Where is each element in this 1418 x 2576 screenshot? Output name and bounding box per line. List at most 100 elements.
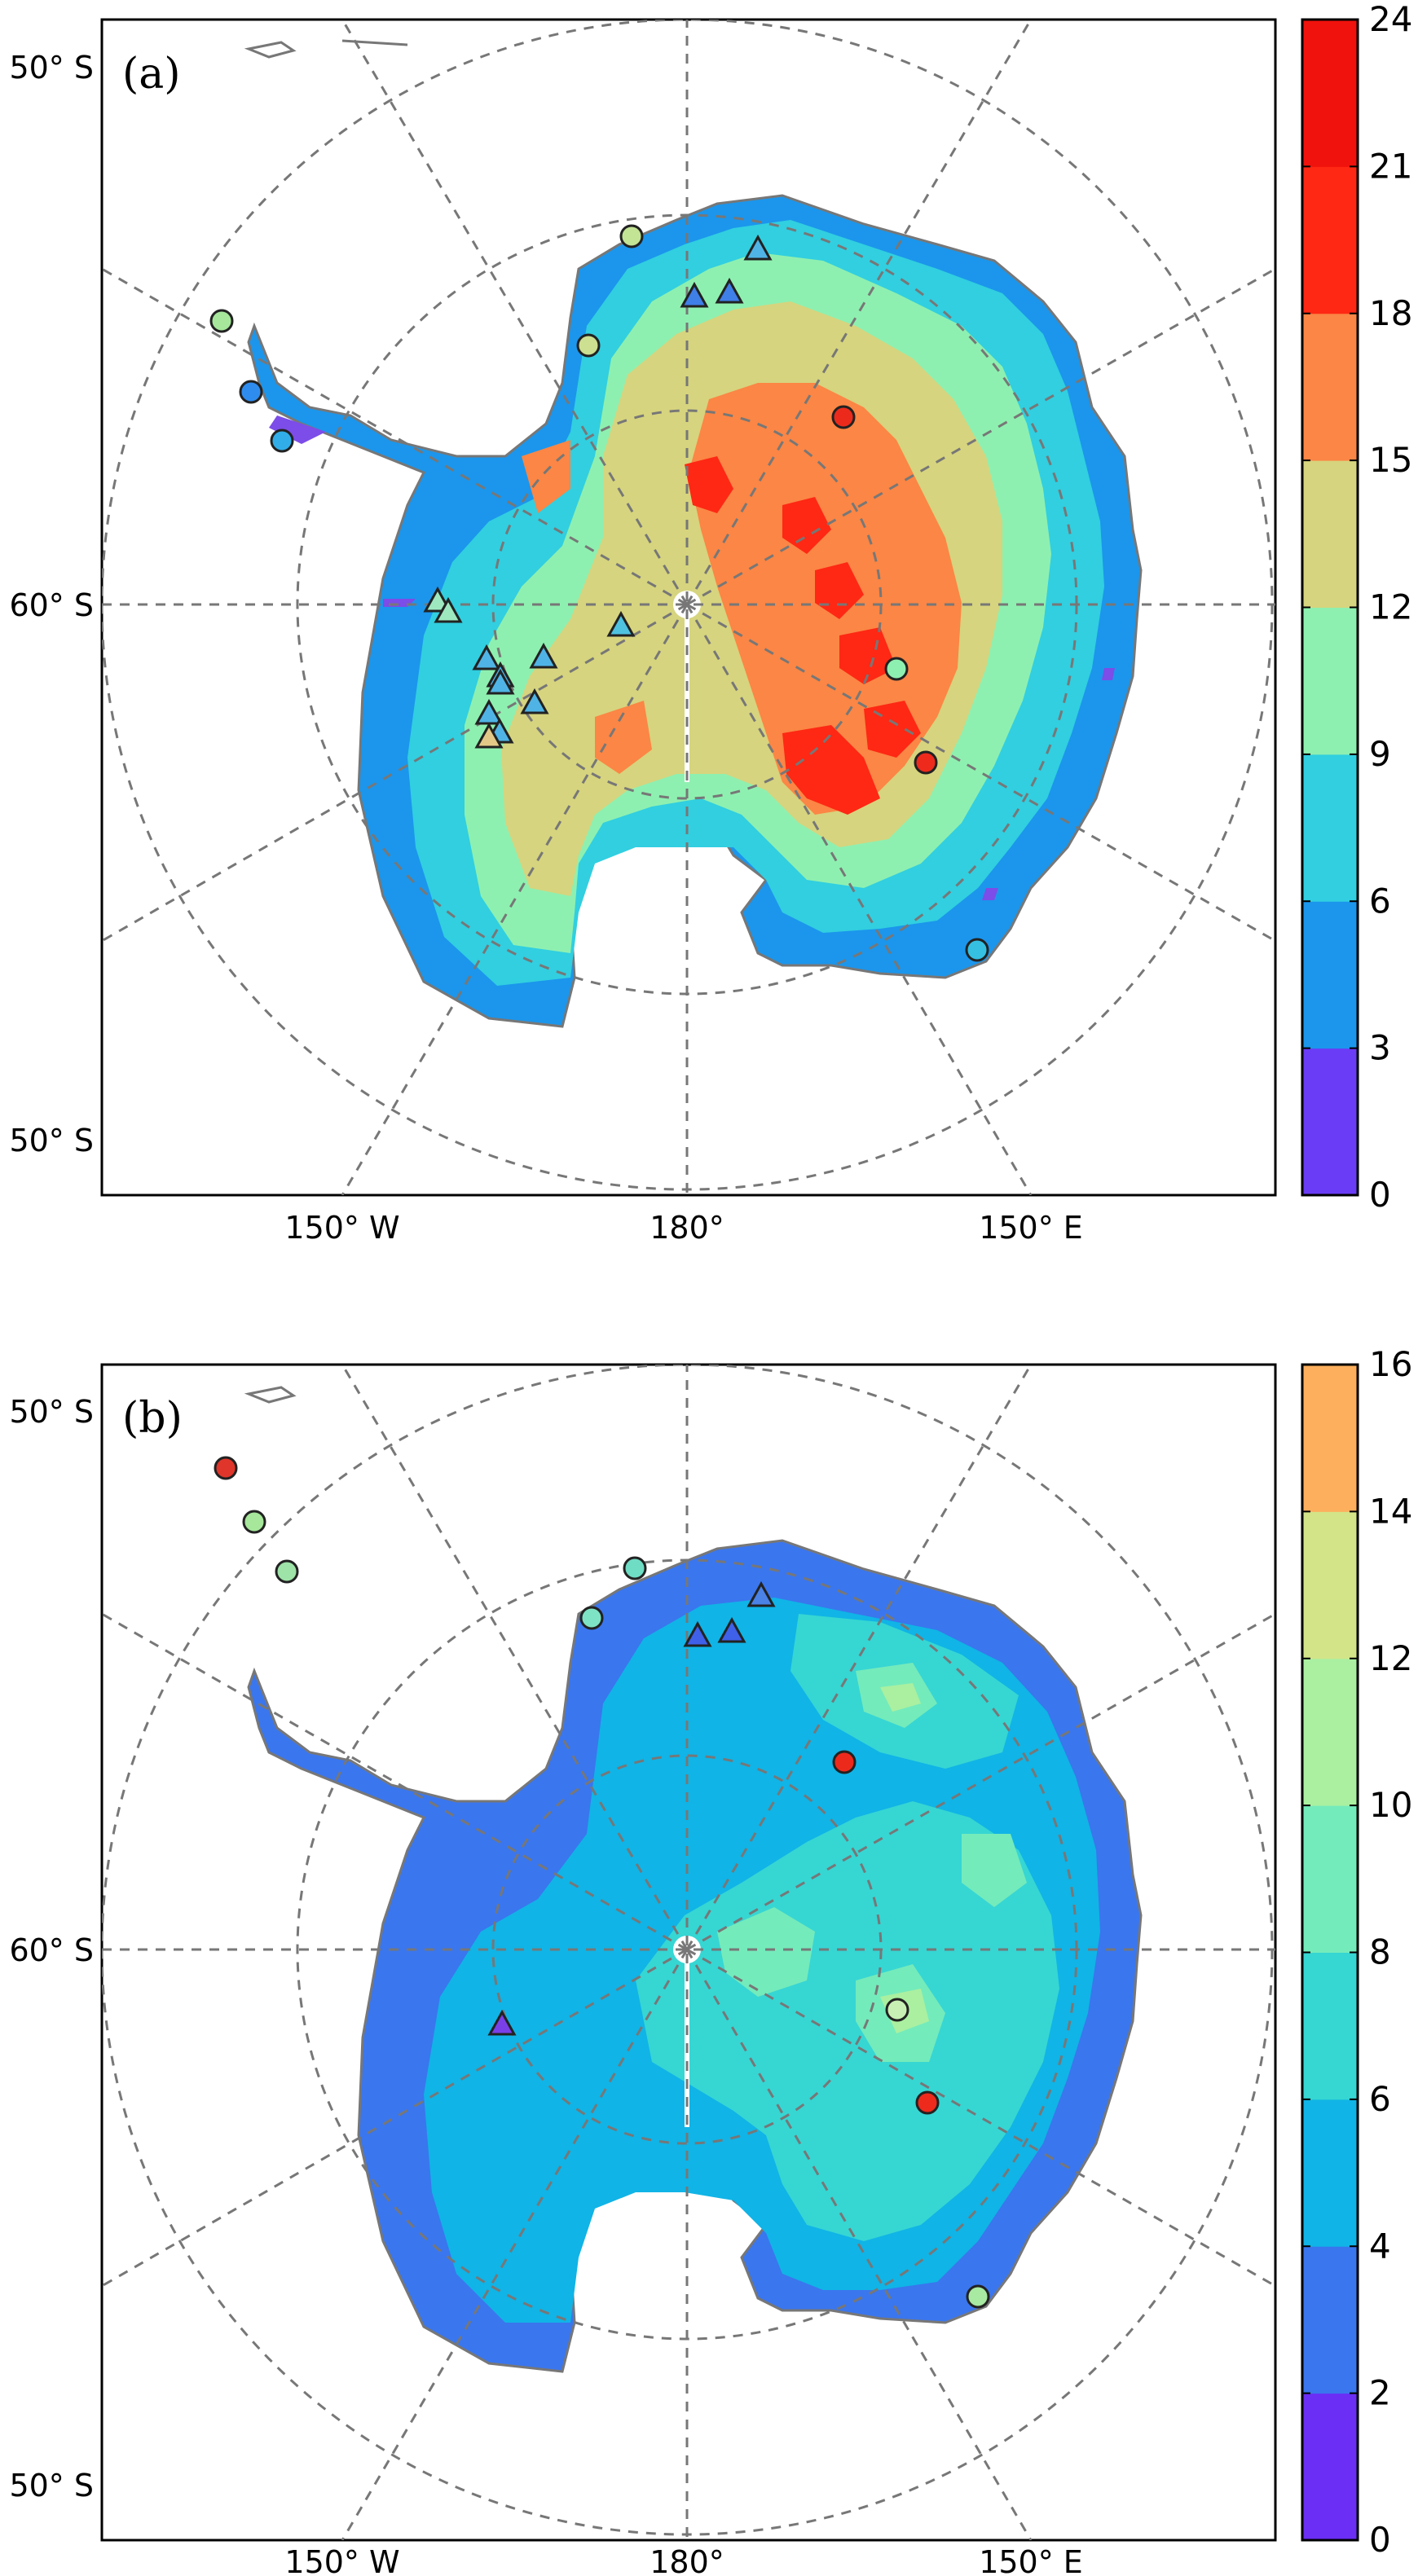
colorbar-tick-label: 0 xyxy=(1369,1175,1391,1215)
map-content xyxy=(102,20,1275,1195)
colorbar-segment xyxy=(1302,1048,1358,1196)
band-18-south xyxy=(595,701,652,774)
lat-label-bottom: 50° S xyxy=(9,1123,94,1158)
colorbar-tick-label: 10 xyxy=(1369,1785,1412,1825)
band-21-d xyxy=(839,627,896,684)
station-triangle xyxy=(717,1616,746,1643)
band-10-b xyxy=(880,1683,921,1712)
pole-gap xyxy=(685,611,689,782)
colorbar-tick-label: 18 xyxy=(1369,293,1412,333)
pole-gap xyxy=(685,1956,689,2127)
lat-label-mid: 60° S xyxy=(9,587,94,623)
station-circle xyxy=(623,1556,647,1580)
colorbar-tick-label: 14 xyxy=(1369,1491,1412,1531)
colorbar: 0 3 6 9 12 15 18 21 24 xyxy=(1301,0,1412,1215)
station-markers xyxy=(214,1456,990,2309)
colorbar-tick-label: 15 xyxy=(1369,440,1412,480)
station-circle xyxy=(239,380,263,404)
station-circle xyxy=(884,657,909,681)
colorbar-segment xyxy=(1302,2393,1358,2541)
colorbar-segment xyxy=(1302,1658,1358,1806)
station-triangle xyxy=(520,688,549,714)
station-circle xyxy=(915,2090,940,2115)
station-circle xyxy=(576,333,601,358)
station-triangle xyxy=(606,610,636,637)
colorbar-segment xyxy=(1302,2246,1358,2394)
colorbar-tick-label: 8 xyxy=(1369,1932,1391,1972)
antarctica-field xyxy=(247,1539,1143,2373)
band-21-a xyxy=(685,456,733,513)
lon-label-east: 150° E xyxy=(979,1210,1083,1246)
station-circle xyxy=(831,405,856,429)
panel-letter: (b) xyxy=(122,1394,183,1443)
station-circle xyxy=(965,938,989,962)
station-triangle xyxy=(529,642,558,669)
panel-letter: (a) xyxy=(122,50,181,99)
colorbar-segment xyxy=(1302,166,1358,314)
lon-label-west: 150° W xyxy=(284,1210,399,1246)
colorbar-tick-label: 2 xyxy=(1369,2373,1391,2413)
colorbar-segment xyxy=(1302,1511,1358,1659)
station-circle xyxy=(885,1998,909,2022)
band-8-a xyxy=(717,1907,815,1997)
station-markers xyxy=(209,224,989,962)
lon-label-center: 180° xyxy=(650,2544,724,2576)
colorbar-segment xyxy=(1302,460,1358,608)
ice-shelf-band xyxy=(269,415,326,444)
colorbar-tick-label: 0 xyxy=(1369,2520,1391,2560)
lon-label-east: 150° E xyxy=(979,2544,1083,2576)
station-circle xyxy=(214,1456,238,1480)
station-circle xyxy=(209,309,234,333)
graticule xyxy=(102,20,1275,1195)
station-circle xyxy=(619,224,644,248)
colorbar-segment xyxy=(1302,901,1358,1049)
colorbar-segment xyxy=(1302,2099,1358,2247)
colorbar-segment xyxy=(1302,607,1358,755)
graticule xyxy=(102,1365,1275,2540)
lat-label-top: 50° S xyxy=(9,1394,94,1430)
colorbar-segment xyxy=(1302,313,1358,461)
colorbar-segment xyxy=(1302,20,1358,167)
station-circle xyxy=(242,1510,266,1534)
station-circle xyxy=(966,2284,990,2309)
coastline-islands xyxy=(244,1386,297,1404)
lat-label-mid: 60° S xyxy=(9,1932,94,1968)
ice-shelf-band-3 xyxy=(982,888,998,900)
colorbar-segment xyxy=(1302,1952,1358,2100)
lon-label-west: 150° W xyxy=(284,2544,399,2576)
station-triangle xyxy=(486,668,515,695)
station-circle xyxy=(914,750,938,775)
station-triangle xyxy=(472,644,501,670)
panel-a: (a) 50° S 60° S 50° S 150° W 180° 150° E… xyxy=(9,0,1412,1246)
station-circle xyxy=(579,1606,604,1630)
ice-shelf-band-4 xyxy=(1102,668,1115,680)
colorbar-segment xyxy=(1302,754,1358,902)
band-21-e xyxy=(782,725,880,815)
colorbar-tick-label: 16 xyxy=(1369,1344,1412,1384)
colorbar: 0 2 4 6 8 10 12 14 16 xyxy=(1301,1344,1412,2560)
panel-b: (b) 50° S 60° S 50° S 150° W 180° 150° E… xyxy=(9,1344,1412,2576)
station-triangle xyxy=(746,1580,776,1607)
colorbar-tick-label: 3 xyxy=(1369,1028,1391,1068)
colorbar-segment xyxy=(1302,1365,1358,1512)
coastline-islands xyxy=(244,39,408,59)
lat-label-bottom: 50° S xyxy=(9,2468,94,2503)
colorbar-segment xyxy=(1302,1805,1358,1953)
station-triangle xyxy=(680,281,709,308)
station-circle xyxy=(270,429,294,453)
band-8-d xyxy=(962,1834,1027,1907)
antarctica-field xyxy=(247,194,1143,1028)
band-21-b xyxy=(782,497,831,554)
colorbar-tick-label: 12 xyxy=(1369,1638,1412,1678)
station-triangle xyxy=(683,1620,712,1647)
station-circle xyxy=(275,1559,299,1584)
lon-label-center: 180° xyxy=(650,1210,724,1246)
station-triangle xyxy=(487,2009,517,2036)
station-triangle xyxy=(474,722,504,749)
station-triangle xyxy=(434,596,463,623)
colorbar-tick-label: 4 xyxy=(1369,2226,1391,2266)
colorbar-tick-label: 24 xyxy=(1369,0,1412,39)
colorbar-tick-label: 9 xyxy=(1369,734,1391,774)
colorbar-tick-label: 6 xyxy=(1369,2079,1391,2119)
